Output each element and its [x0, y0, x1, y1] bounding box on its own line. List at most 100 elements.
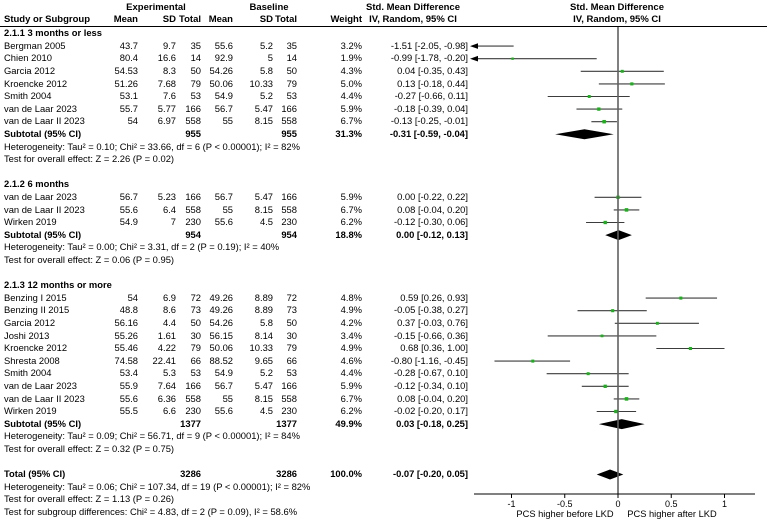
effect-marker	[603, 384, 607, 388]
base-mean-cell: 55	[222, 203, 233, 215]
base-sd-cell: 4.5	[259, 216, 273, 228]
effect-marker	[655, 321, 659, 325]
subtotal-row: Subtotal (95% CI) 954 954 18.8% 0.00 [-0.12,…	[0, 229, 767, 242]
overall-effect-text: Test for overall effect: Z = 0.06 (P = 0…	[4, 254, 175, 265]
exp-mean-cell: 55.9	[119, 380, 138, 391]
exp-mean-cell: 43.7	[119, 39, 138, 51]
stat-footnote: Test for overall effect: Z = 1.13 (P = 0…	[0, 493, 767, 506]
base-mean-cell: 54.9	[214, 367, 233, 379]
base-mean-cell: 55	[222, 115, 233, 127]
exp-total-cell: 955	[185, 128, 201, 139]
heterogeneity-text: Heterogeneity: Tau² = 0.00; Chi² = 3.31,…	[4, 241, 280, 253]
base-total-cell: 30	[286, 329, 297, 341]
study-name: Bergman 2005	[4, 39, 66, 51]
exp-total-cell: 166	[185, 191, 201, 202]
ci-text-cell: -0.27 [-0.66, 0.11]	[394, 90, 468, 102]
exp-total-cell: 230	[185, 216, 201, 228]
study-name: Wirken 2019	[4, 405, 57, 417]
base-sd-cell: 5.2	[259, 39, 273, 51]
exp-sd-cell: 6.97	[157, 115, 176, 127]
effect-marker	[597, 107, 601, 111]
ci-text-cell: 0.08 [-0.04, 0.20]	[397, 203, 468, 215]
exp-mean-cell: 74.58	[114, 354, 138, 366]
exp-sd-cell: 5.23	[157, 191, 176, 202]
exp-mean-cell: 55.6	[119, 203, 138, 215]
left-arrow-icon	[470, 55, 478, 62]
base-sd-cell: 5	[267, 52, 273, 64]
exp-total-cell: 72	[190, 291, 201, 303]
study-name: van de Laar II 2023	[4, 392, 85, 404]
exp-total-cell: 30	[190, 329, 201, 341]
section-title-label: 2.1.2 6 months	[4, 178, 70, 190]
effect-marker	[620, 69, 624, 73]
effect-marker	[624, 397, 629, 401]
weight-cell: 5.0%	[340, 77, 362, 89]
base-sd-cell: 8.89	[254, 291, 273, 303]
ci-text-cell: -0.02 [-0.20, 0.17]	[393, 405, 468, 417]
exp-mean-cell: 80.4	[119, 52, 138, 64]
overall-effect-note: Test for overall effect: Z = 0.32 (P = 0…	[0, 443, 767, 456]
base-total-cell: 73	[286, 304, 297, 316]
base-mean-cell: 92.9	[214, 52, 233, 64]
study-row: van de Laar II 2023 54 6.97 558 55 8.15 558 6.7…	[0, 115, 767, 128]
ci-text-cell: -0.18 [-0.39, 0.04]	[393, 102, 468, 114]
base-total-cell: 955	[281, 128, 297, 139]
study-name: Wirken 2019	[4, 216, 57, 228]
ci-text-cell: 0.03 [-0.18, 0.25]	[396, 417, 468, 429]
col-smd-text-title: Std. Mean Difference	[366, 2, 460, 13]
base-total-cell: 558	[281, 115, 297, 127]
exp-total-cell: 1377	[180, 417, 201, 429]
base-total-cell: 35	[286, 39, 297, 51]
exp-sd-cell: 8.6	[162, 304, 176, 316]
base-sd-cell: 5.8	[259, 317, 273, 328]
exp-mean-cell: 55.6	[119, 392, 138, 404]
col-smd-plot-title: Std. Mean Difference	[570, 2, 664, 13]
exp-total-cell: 558	[185, 203, 201, 215]
effect-marker	[624, 208, 629, 212]
study-name: van de Laar II 2023	[4, 203, 85, 215]
exp-sd-cell: 1.61	[157, 329, 176, 341]
ci-text-cell: 0.37 [-0.03, 0.76]	[397, 317, 468, 328]
subtotal-row: Subtotal (95% CI) 955 955 31.3% -0.31 [-0.59…	[0, 128, 767, 141]
base-mean-cell: 55.6	[214, 216, 233, 228]
study-name: Shresta 2008	[4, 354, 60, 366]
weight-cell: 6.2%	[340, 405, 362, 417]
ci-text-cell: -0.28 [-0.67, 0.10]	[393, 367, 468, 379]
col-group-baseline: Baseline	[249, 2, 289, 13]
col-base-sd: SD	[259, 14, 273, 25]
base-total-cell: 1377	[276, 417, 297, 429]
weight-cell: 4.4%	[340, 90, 362, 102]
ci-text-cell: -0.12 [-0.30, 0.06]	[393, 216, 468, 228]
ci-text-cell: 0.13 [-0.18, 0.44]	[397, 77, 468, 89]
base-total-cell: 50	[286, 65, 297, 76]
exp-total-cell: 66	[190, 354, 201, 366]
effect-marker	[630, 82, 634, 86]
base-mean-cell: 56.15	[209, 329, 233, 341]
study-row: van de Laar II 2023 55.6 6.36 558 55 8.15 558 6…	[0, 393, 767, 406]
weight-cell: 3.2%	[340, 39, 362, 51]
exp-total-cell: 79	[190, 342, 201, 354]
exp-sd-cell: 9.7	[162, 39, 176, 51]
axis-label-right: PCS higher after LKD	[627, 509, 717, 519]
study-row: Kroencke 2012 55.46 4.22 79 50.06 10.33 79 4.9%…	[0, 342, 767, 355]
footnote-text: Test for subgroup differences: Chi² = 4.…	[4, 506, 298, 517]
base-mean-cell: 50.06	[209, 77, 233, 89]
overall-effect-text: Test for overall effect: Z = 2.26 (P = 0…	[4, 153, 175, 165]
base-total-cell: 72	[286, 291, 297, 303]
weight-cell: 4.6%	[340, 354, 362, 366]
col-base-total: Total	[275, 14, 297, 25]
base-mean-cell: 49.26	[209, 304, 233, 316]
heterogeneity-note: Heterogeneity: Tau² = 0.09; Chi² = 56.71…	[0, 430, 767, 443]
subtotal-label: Subtotal (95% CI)	[4, 128, 82, 139]
col-weight: Weight	[330, 14, 363, 25]
base-mean-cell: 56.7	[214, 102, 233, 114]
study-row: Wirken 2019 54.9 7 230 55.6 4.5 230 6.2% -0.12 […	[0, 216, 767, 229]
exp-mean-cell: 54.9	[119, 216, 138, 228]
study-name: van de Laar 2023	[4, 380, 77, 391]
base-sd-cell: 5.2	[259, 90, 273, 102]
ci-text-cell: 0.08 [-0.04, 0.20]	[397, 392, 468, 404]
base-total-cell: 166	[281, 102, 297, 114]
base-total-cell: 230	[281, 405, 297, 417]
exp-mean-cell: 51.26	[114, 77, 138, 89]
base-mean-cell: 50.06	[209, 342, 233, 354]
